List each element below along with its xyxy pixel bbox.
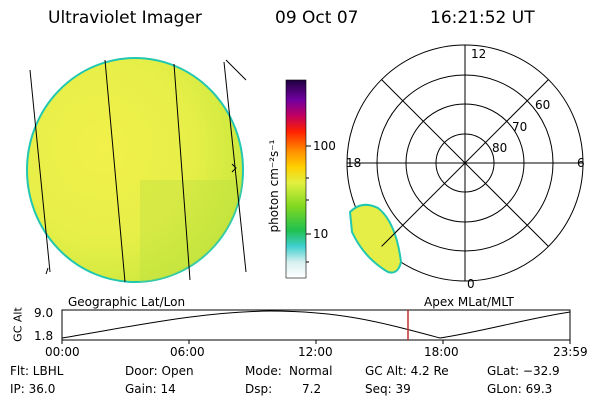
orbit-y-max: 9.0 <box>34 306 54 320</box>
time-tick-0: 00:00 <box>45 345 80 359</box>
mlt-label-0: 0 <box>467 277 475 291</box>
time-tick-2: 12:00 <box>298 345 333 359</box>
ip-status: IP: 36.0 <box>10 382 56 396</box>
gain-status: Gain: 14 <box>125 382 176 396</box>
mlat-ring-70: 70 <box>512 120 528 134</box>
instrument-title: Ultraviolet Imager <box>48 8 202 28</box>
mode-value: Normal <box>289 364 333 378</box>
time-tick-4: 23:59 <box>553 345 588 359</box>
mlt-label-12: 12 <box>471 47 487 61</box>
mlt-label-18: 18 <box>346 156 362 170</box>
colorbar-tick-10: 10 <box>313 227 329 241</box>
gc-altitude-status: GC Alt: 4.2 Re <box>365 364 449 378</box>
time-label: 16:21:52 UT <box>430 8 535 28</box>
geographic-longitude: GLon: 69.3 <box>487 382 553 396</box>
orbit-y-min: 1.8 <box>34 329 54 343</box>
dsp-value: 7.2 <box>302 382 322 396</box>
mlat-ring-60: 60 <box>535 98 551 112</box>
orbit-altitude-panel <box>61 309 571 344</box>
dsp-label: Dsp: <box>245 382 273 396</box>
mlt-label-6: 6 <box>577 156 585 170</box>
mode-label: Mode: <box>245 364 282 378</box>
door-status: Door: Open <box>125 364 194 378</box>
filter-status: Flt: LBHL <box>10 364 64 378</box>
colorbar <box>285 79 311 279</box>
geographic-latitude: GLat: −32.9 <box>487 364 560 378</box>
colorbar-tick-100: 100 <box>313 139 336 153</box>
orbit-left-caption: Geographic Lat/Lon <box>68 295 186 309</box>
time-tick-3: 18:00 <box>424 345 459 359</box>
orbit-axis-label: GC Alt <box>11 307 25 342</box>
mlat-ring-80: 80 <box>492 141 508 155</box>
colorbar-unit-label: photon cm⁻²s⁻¹ <box>267 139 281 233</box>
polar-grid <box>346 44 584 282</box>
earth-disk-image <box>26 57 244 283</box>
longitude-lines <box>29 59 247 283</box>
polar-aurora-image <box>348 203 403 274</box>
time-tick-1: 06:00 <box>170 345 205 359</box>
date-label: 09 Oct 07 <box>275 8 359 28</box>
sequence-status: Seq: 39 <box>365 382 411 396</box>
orbit-right-caption: Apex MLat/MLT <box>424 295 514 309</box>
